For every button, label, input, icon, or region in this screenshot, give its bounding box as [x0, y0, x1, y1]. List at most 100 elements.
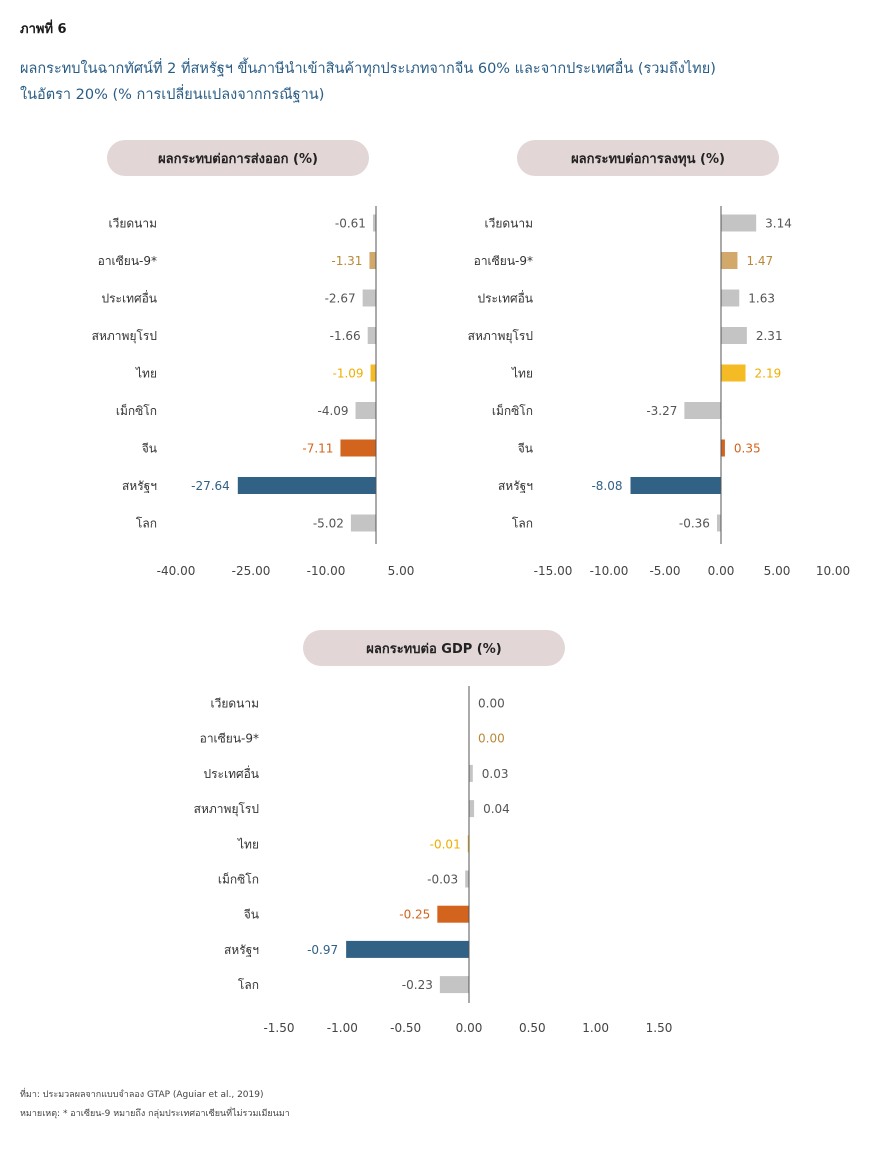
investment-header-pill — [517, 140, 779, 176]
gdp-tick-label: 0.50 — [519, 1021, 546, 1035]
exports-bar — [367, 327, 376, 344]
exports-bar — [355, 402, 376, 419]
gdp-tick-label: -1.50 — [263, 1021, 294, 1035]
gdp-value-label: 0.00 — [478, 697, 505, 711]
gdp-tick-label: -0.50 — [390, 1021, 421, 1035]
investment-bar — [721, 364, 746, 382]
exports-category-label: ไทย — [135, 367, 157, 381]
gdp-value-label: -0.25 — [399, 908, 430, 922]
source-note: ที่มา: ประมวลผลจากแบบจำลอง GTAP (Aguiar … — [20, 1090, 264, 1100]
exports-bar — [369, 252, 376, 269]
exports-value-label: -0.61 — [335, 217, 366, 231]
investment-tick-label: -5.00 — [649, 564, 680, 578]
exports-value-label: -7.11 — [302, 442, 333, 456]
gdp-bar — [469, 800, 475, 818]
gdp-header: ผลกระทบต่อ GDP (%) — [303, 630, 565, 666]
gdp-tick-label: 1.50 — [646, 1021, 673, 1035]
gdp-header-pill — [303, 630, 565, 666]
gdp-bar — [437, 905, 469, 923]
exports-value-label: -2.67 — [325, 292, 356, 306]
figure-title-line-1: ผลกระทบในฉากทัศน์ที่ 2 ที่สหรัฐฯ ขึ้นภาษ… — [20, 61, 716, 77]
investment-value-label: -3.27 — [646, 404, 677, 418]
figure-label: ภาพที่ 6 — [20, 22, 67, 37]
investment-chart: ผลกระทบต่อการลงทุน (%) เวียดนาม 3.14 อาเซีย… — [468, 140, 850, 578]
gdp-value-label: -0.23 — [402, 978, 433, 992]
investment-category-label: เวียดนาม — [484, 217, 533, 231]
exports-category-label: สหรัฐฯ — [122, 479, 157, 493]
figure-title-line-2: ในอัตรา 20% (% การเปลี่ยนแปลงจากกรณีฐาน) — [20, 87, 325, 103]
investment-category-label: ประเทศอื่น — [477, 290, 533, 306]
gdp-value-label: -0.97 — [307, 943, 338, 957]
exports-tick-label: -40.00 — [157, 564, 196, 578]
investment-bar — [721, 252, 738, 269]
investment-bar — [721, 327, 747, 344]
investment-tick-label: 5.00 — [764, 564, 791, 578]
investment-category-label: จีน — [518, 442, 533, 456]
gdp-bar — [467, 835, 469, 853]
investment-chart-title: ผลกระทบต่อการลงทุน (%) — [571, 152, 725, 167]
gdp-value-label: -0.01 — [430, 837, 461, 851]
footnote: หมายเหตุ: * อาเซียน-9 หมายถึง กลุ่มประเท… — [20, 1109, 290, 1119]
investment-value-label: 1.47 — [746, 254, 773, 268]
exports-value-label: -1.31 — [331, 254, 362, 268]
exports-bar — [370, 364, 376, 382]
investment-value-label: -8.08 — [591, 479, 622, 493]
exports-value-label: -4.09 — [317, 404, 348, 418]
exports-category-label: เม็กซิโก — [116, 403, 157, 418]
exports-category-label: โลก — [136, 517, 157, 531]
exports-category-label: สหภาพยุโรป — [92, 329, 157, 344]
gdp-bar — [439, 976, 469, 994]
gdp-tick-label: 1.00 — [582, 1021, 609, 1035]
investment-tick-label: -15.00 — [534, 564, 573, 578]
exports-bar — [372, 214, 376, 232]
exports-category-label: อาเซียน-9* — [98, 254, 157, 268]
exports-header: ผลกระทบต่อการส่งออก (%) — [107, 140, 369, 176]
gdp-category-label: จีน — [244, 908, 259, 922]
investment-value-label: 2.31 — [756, 329, 783, 343]
figure-title: ผลกระทบในฉากทัศน์ที่ 2 ที่สหรัฐฯ ขึ้นภาษ… — [20, 56, 865, 108]
gdp-tick-label: 0.00 — [456, 1021, 483, 1035]
exports-value-label: -27.64 — [191, 479, 230, 493]
gdp-chart: ผลกระทบต่อ GDP (%) เวียดนาม 0.00 อาเซียน-9*… — [194, 630, 673, 1035]
gdp-chart-title: ผลกระทบต่อ GDP (%) — [366, 642, 501, 657]
investment-bar — [721, 214, 757, 232]
gdp-category-label: เวียดนาม — [210, 697, 259, 711]
exports-bar — [362, 289, 376, 307]
exports-tick-label: -25.00 — [232, 564, 271, 578]
gdp-bar — [465, 870, 469, 888]
gdp-value-label: -0.03 — [427, 873, 458, 887]
exports-bar — [350, 514, 376, 532]
investment-value-label: 1.63 — [748, 292, 775, 306]
investment-category-label: สหรัฐฯ — [498, 479, 533, 493]
exports-value-label: -1.09 — [332, 367, 363, 381]
exports-value-label: -5.02 — [313, 517, 344, 531]
gdp-category-label: โลก — [238, 978, 259, 992]
investment-tick-label: 10.00 — [816, 564, 850, 578]
exports-category-label: เวียดนาม — [108, 217, 157, 231]
exports-tick-label: -10.00 — [307, 564, 346, 578]
investment-bar — [721, 439, 725, 457]
investment-value-label: 0.35 — [734, 442, 761, 456]
investment-bar — [716, 514, 721, 532]
exports-chart: ผลกระทบต่อการส่งออก (%) เวียดนาม -0.61 อาเซ… — [92, 140, 415, 578]
investment-category-label: โลก — [512, 517, 533, 531]
gdp-category-label: เม็กซิโก — [218, 872, 259, 887]
exports-tick-label: 5.00 — [388, 564, 415, 578]
gdp-value-label: 0.00 — [478, 732, 505, 746]
investment-category-label: สหภาพยุโรป — [468, 329, 533, 344]
exports-bar — [340, 439, 376, 457]
gdp-tick-label: -1.00 — [327, 1021, 358, 1035]
investment-tick-label: -10.00 — [590, 564, 629, 578]
investment-value-label: -0.36 — [679, 517, 710, 531]
exports-header-pill — [107, 140, 369, 176]
gdp-category-label: ไทย — [237, 837, 259, 851]
exports-category-label: จีน — [142, 442, 157, 456]
gdp-bar — [469, 764, 473, 782]
exports-value-label: -1.66 — [330, 329, 361, 343]
gdp-category-label: สหภาพยุโรป — [194, 802, 259, 817]
investment-bar — [630, 477, 721, 494]
investment-bar — [684, 402, 721, 419]
gdp-value-label: 0.03 — [482, 767, 509, 781]
exports-chart-title: ผลกระทบต่อการส่งออก (%) — [158, 152, 318, 167]
exports-bar — [237, 477, 376, 494]
